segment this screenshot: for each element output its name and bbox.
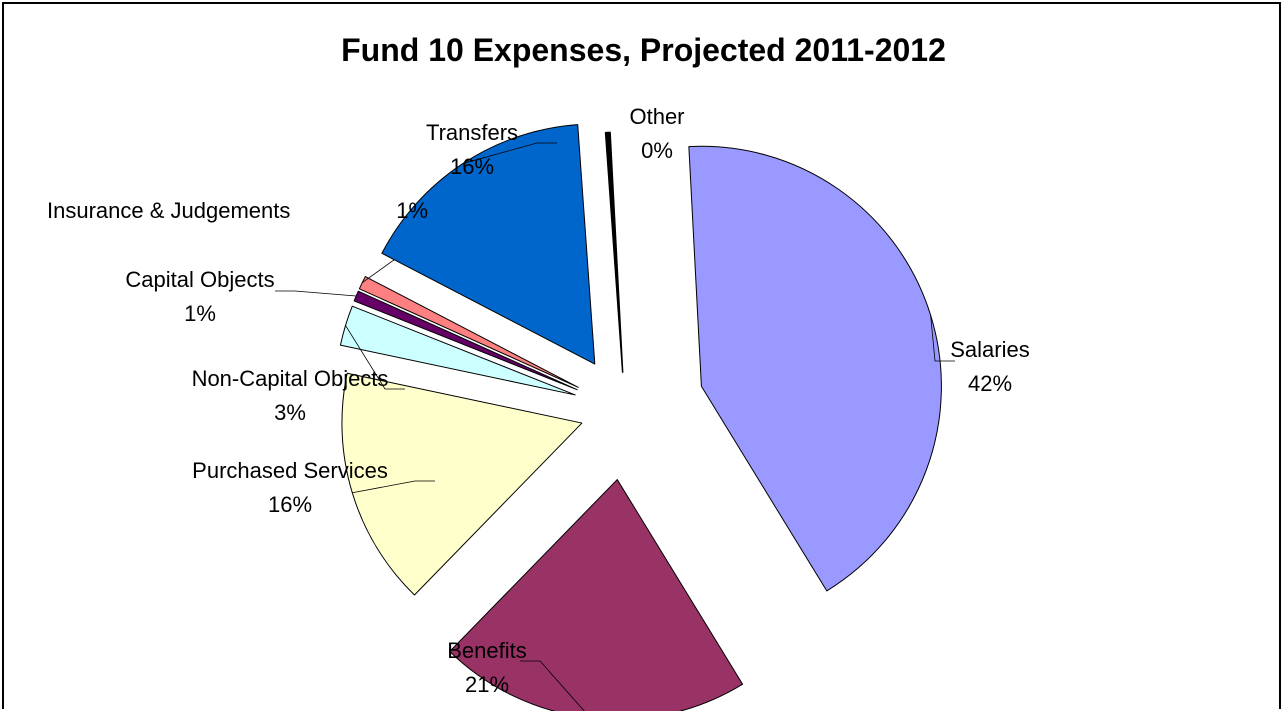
slice-percent-benefits: 21% xyxy=(465,672,509,697)
chart-title: Fund 10 Expenses, Projected 2011-2012 xyxy=(341,32,946,68)
slice-percent-capital-objects: 1% xyxy=(184,301,216,326)
leader-line-non-capital-objects xyxy=(345,325,405,390)
slice-percent-purchased-services: 16% xyxy=(268,492,312,517)
slice-label-insurance-judgements: Insurance & Judgements xyxy=(47,198,290,223)
slice-label-capital-objects: Capital Objects xyxy=(125,267,274,292)
leader-line-transfers xyxy=(462,142,557,164)
slice-label-benefits: Benefits xyxy=(447,638,527,663)
slice-label-transfers: Transfers xyxy=(426,120,518,145)
slice-percent-non-capital-objects: 3% xyxy=(274,400,306,425)
slice-label-purchased-services: Purchased Services xyxy=(192,458,388,483)
pie-slice-capital-objects xyxy=(353,290,578,391)
leader-line-salaries xyxy=(930,315,955,362)
slice-label-non-capital-objects: Non-Capital Objects xyxy=(192,366,389,391)
leader-line-benefits xyxy=(520,660,585,711)
slice-percent-insurance-judgements: 1% xyxy=(396,198,428,223)
pie-slice-salaries xyxy=(688,145,942,592)
slice-percent-other: 0% xyxy=(641,138,673,163)
slice-label-salaries: Salaries xyxy=(950,337,1029,362)
pie-slice-other xyxy=(604,131,624,373)
pie-slice-benefits xyxy=(449,479,744,711)
leader-line-purchased-services xyxy=(352,480,435,494)
slice-label-other: Other xyxy=(629,104,684,129)
leader-line-capital-objects xyxy=(275,290,357,297)
slice-percent-salaries: 42% xyxy=(968,371,1012,396)
slice-percent-transfers: 16% xyxy=(450,154,494,179)
pie-slice-non-capital-objects xyxy=(339,305,576,396)
